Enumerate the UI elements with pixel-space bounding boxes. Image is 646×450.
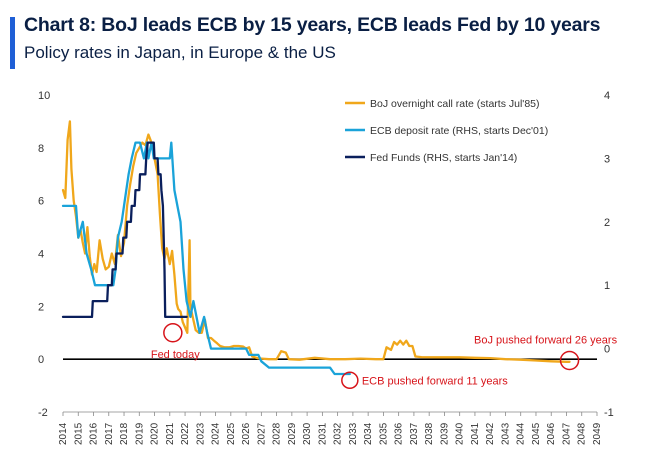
y-right-tick-label: -1 (604, 407, 614, 419)
x-tick-label: 2023 (195, 422, 206, 445)
x-tick-label: 2031 (317, 422, 328, 445)
x-tick-label: 2040 (455, 422, 466, 445)
legend-label-2: ECB deposit rate (RHS, starts Dec'01) (370, 125, 548, 137)
x-tick-label: 2044 (516, 422, 527, 445)
x-tick-label: 2025 (226, 422, 237, 445)
x-tick-label: 2046 (546, 422, 557, 445)
y-right-tick-label: 4 (604, 90, 610, 102)
annotation-circle-boj (559, 350, 580, 371)
x-tick-label: 2034 (363, 422, 374, 445)
x-tick-label: 2017 (104, 422, 115, 445)
x-tick-label: 2021 (165, 422, 176, 445)
x-tick-label: 2030 (302, 422, 313, 445)
chart-subtitle: Policy rates in Japan, in Europe & the U… (24, 43, 336, 62)
y-right-tick-label: 2 (604, 217, 610, 229)
x-tick-label: 2029 (287, 422, 298, 445)
annotation-circle-ecb (341, 371, 359, 390)
annotation-label-ecb: ECB pushed forward 11 years (362, 375, 508, 387)
x-tick-label: 2036 (394, 422, 405, 445)
chart-title: Chart 8: BoJ leads ECB by 15 years, ECB … (24, 14, 601, 36)
y-left-tick-label: 8 (38, 143, 44, 155)
x-tick-label: 2035 (378, 422, 389, 445)
y-left-tick-label: 0 (38, 354, 44, 366)
x-tick-label: 2028 (272, 422, 283, 445)
x-tick-label: 2043 (500, 422, 511, 445)
x-tick-label: 2016 (89, 422, 100, 445)
x-tick-label: 2020 (150, 422, 161, 445)
x-tick-label: 2027 (256, 422, 267, 445)
x-tick-label: 2041 (470, 422, 481, 445)
series-line-3 (61, 141, 188, 319)
legend-label-3: Fed Funds (RHS, starts Jan'14) (370, 152, 517, 164)
x-tick-label: 2018 (119, 422, 130, 445)
series-line-1 (61, 120, 571, 363)
x-tick-label: 2019 (134, 422, 145, 445)
x-tick-label: 2045 (531, 422, 542, 445)
x-tick-label: 2022 (180, 422, 191, 445)
y-left-tick-label: 2 (38, 301, 44, 313)
x-tick-label: 2024 (211, 422, 222, 445)
title-accent-bar (10, 17, 15, 69)
y-left-tick-label: -2 (38, 407, 48, 419)
y-right-tick-label: 1 (604, 280, 610, 292)
y-left-tick-label: 10 (38, 90, 50, 102)
series-line-2 (61, 141, 351, 376)
legend-label-1: BoJ overnight call rate (starts Jul'85) (370, 98, 540, 110)
x-tick-label: 2033 (348, 422, 359, 445)
annotation-label-boj: BoJ pushed forward 26 years (474, 334, 618, 346)
x-tick-label: 2032 (333, 422, 344, 445)
y-left-tick-label: 4 (38, 249, 44, 261)
y-right-tick-label: 0 (604, 344, 610, 356)
x-tick-label: 2014 (58, 422, 69, 445)
x-tick-label: 2026 (241, 422, 252, 445)
y-right-tick-label: 3 (604, 153, 610, 165)
x-tick-label: 2042 (485, 422, 496, 445)
annotation-label-fed: Fed today (151, 349, 200, 361)
x-tick-label: 2047 (561, 422, 572, 445)
x-tick-label: 2049 (592, 422, 603, 445)
x-tick-label: 2048 (577, 422, 588, 445)
y-left-tick-label: 6 (38, 196, 44, 208)
x-tick-label: 2039 (439, 422, 450, 445)
x-tick-label: 2038 (424, 422, 435, 445)
x-tick-label: 2015 (73, 422, 84, 445)
annotation-circle-fed (163, 323, 183, 343)
x-tick-label: 2037 (409, 422, 420, 445)
